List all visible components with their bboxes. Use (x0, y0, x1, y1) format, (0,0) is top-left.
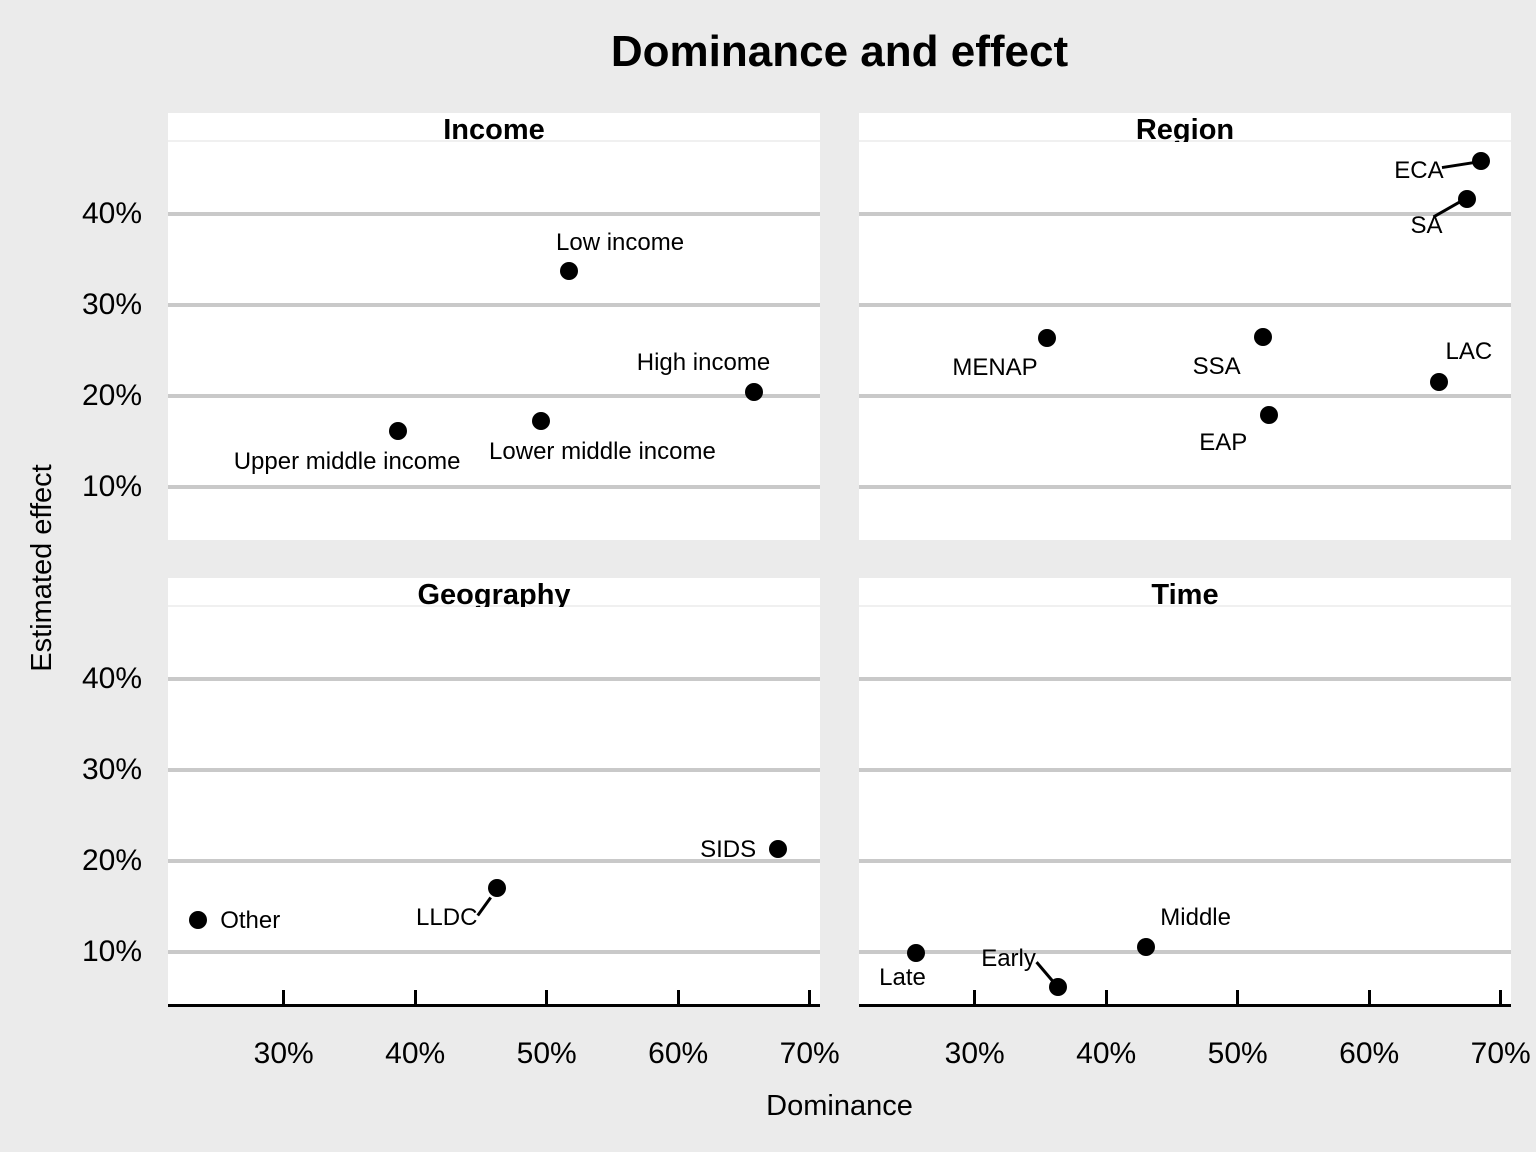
point-label-eap: EAP (1199, 429, 1248, 457)
y-tick-label-row1-10pct: 10% (81, 935, 142, 969)
gridline-40pct (859, 676, 1511, 681)
leader-lines (1432, 161, 1475, 219)
x-axis-tick-50pct (545, 990, 549, 1007)
gridline-20pct (168, 859, 820, 864)
x-axis-tick-50pct (1236, 990, 1240, 1007)
y-tick-label-row0-30pct: 30% (81, 287, 142, 321)
data-point-sids (769, 840, 788, 859)
x-tick-label-60pct: 60% (648, 1037, 709, 1070)
gridline-40pct (168, 211, 820, 216)
gridline-20pct (168, 394, 820, 399)
data-point-middle (1136, 937, 1155, 956)
x-axis-line (168, 1004, 820, 1007)
facet-panel-geography: Other LLDC SIDS (168, 607, 820, 1007)
x-axis-tick-30pct (282, 990, 286, 1007)
data-point-sa (1457, 189, 1476, 208)
x-axis-tick-40pct (413, 990, 417, 1007)
point-label-menap: MENAP (952, 353, 1038, 381)
point-label-low-income: Low income (556, 229, 685, 257)
point-label-high-income: High income (636, 349, 771, 377)
point-label-lldc: LLDC (416, 904, 478, 932)
point-label-sa: SA (1410, 211, 1443, 239)
x-axis-tick-40pct (1104, 990, 1108, 1007)
data-point-ssa (1253, 327, 1272, 346)
point-label-upper-middle-income: Upper middle income (233, 447, 461, 475)
data-point-late (906, 944, 925, 963)
y-tick-label-row0-40pct: 40% (81, 196, 142, 230)
data-point-eap (1260, 406, 1279, 425)
data-point-low-income (560, 262, 579, 281)
data-point-lower-middle-income (532, 411, 551, 430)
y-tick-label-row0-20pct: 20% (81, 379, 142, 413)
x-axis-tick-60pct (1367, 990, 1371, 1007)
gridline-10pct (168, 485, 820, 490)
data-point-high-income (745, 383, 764, 402)
y-tick-label-row0-10pct: 10% (81, 470, 142, 504)
data-point-lac (1429, 373, 1448, 392)
leader-line-lldc (476, 896, 492, 917)
x-tick-label-70pct: 70% (1470, 1037, 1531, 1070)
y-tick-label-row1-40pct: 40% (81, 661, 142, 695)
x-axis-tick-70pct (808, 990, 812, 1007)
x-tick-label-50pct: 50% (516, 1037, 577, 1070)
y-axis-title: Estimated effect (26, 464, 58, 672)
point-label-early: Early (981, 945, 1036, 973)
point-label-lac: LAC (1445, 338, 1493, 366)
x-tick-label-50pct: 50% (1207, 1037, 1268, 1070)
gridline-40pct (168, 676, 820, 681)
gridline-10pct (859, 485, 1511, 490)
gridline-30pct (168, 767, 820, 772)
x-axis-tick-30pct (973, 990, 977, 1007)
gridline-30pct (859, 302, 1511, 307)
facet-strip-income: Income (168, 113, 820, 145)
gridline-10pct (859, 950, 1511, 955)
leader-line-early (1035, 961, 1055, 984)
point-label-eca: ECA (1394, 156, 1444, 184)
y-tick-label-row1-20pct: 20% (81, 844, 142, 878)
data-point-menap (1038, 328, 1057, 347)
gridline-20pct (859, 859, 1511, 864)
x-tick-label-30pct: 30% (253, 1037, 314, 1070)
leader-lines (168, 142, 820, 540)
data-point-early (1048, 978, 1067, 997)
x-axis-tick-60pct (676, 990, 680, 1007)
point-label-sids: SIDS (700, 836, 757, 864)
data-point-other (189, 911, 208, 930)
leader-lines (1035, 961, 1055, 984)
facet-strip-time: Time (859, 578, 1511, 610)
facet-panel-time: Late Early Middle (859, 607, 1511, 1007)
data-point-lldc (487, 879, 506, 898)
point-label-middle: Middle (1160, 903, 1231, 931)
x-tick-label-60pct: 60% (1339, 1037, 1400, 1070)
x-tick-label-30pct: 30% (944, 1037, 1005, 1070)
x-axis-title: Dominance (766, 1090, 913, 1122)
point-label-ssa: SSA (1192, 352, 1241, 380)
point-label-other: Other (220, 907, 281, 935)
leader-lines (476, 896, 492, 917)
data-point-eca (1471, 151, 1490, 170)
gridline-10pct (168, 950, 820, 955)
data-point-upper-middle-income (389, 421, 408, 440)
x-axis-tick-70pct (1499, 990, 1503, 1007)
point-label-late: Late (879, 964, 926, 992)
y-tick-label-row1-30pct: 30% (81, 752, 142, 786)
facet-strip-geography: Geography (168, 578, 820, 610)
x-tick-label-40pct: 40% (1076, 1037, 1137, 1070)
gridline-40pct (859, 211, 1511, 216)
x-tick-label-40pct: 40% (385, 1037, 446, 1070)
x-axis-line (859, 1004, 1511, 1007)
x-tick-label-70pct: 70% (779, 1037, 840, 1070)
leader-line-eca (1441, 161, 1475, 170)
facet-strip-region: Region (859, 113, 1511, 145)
gridline-30pct (859, 767, 1511, 772)
point-label-lower-middle-income: Lower middle income (489, 437, 716, 465)
gridline-30pct (168, 302, 820, 307)
facet-panel-income: Low income Upper middle income Lower middl… (168, 142, 820, 540)
facet-panel-region: ECA SA MENAP SSA LAC EAP (859, 142, 1511, 540)
gridline-20pct (859, 394, 1511, 399)
chart-title: Dominance and effect (610, 27, 1069, 76)
